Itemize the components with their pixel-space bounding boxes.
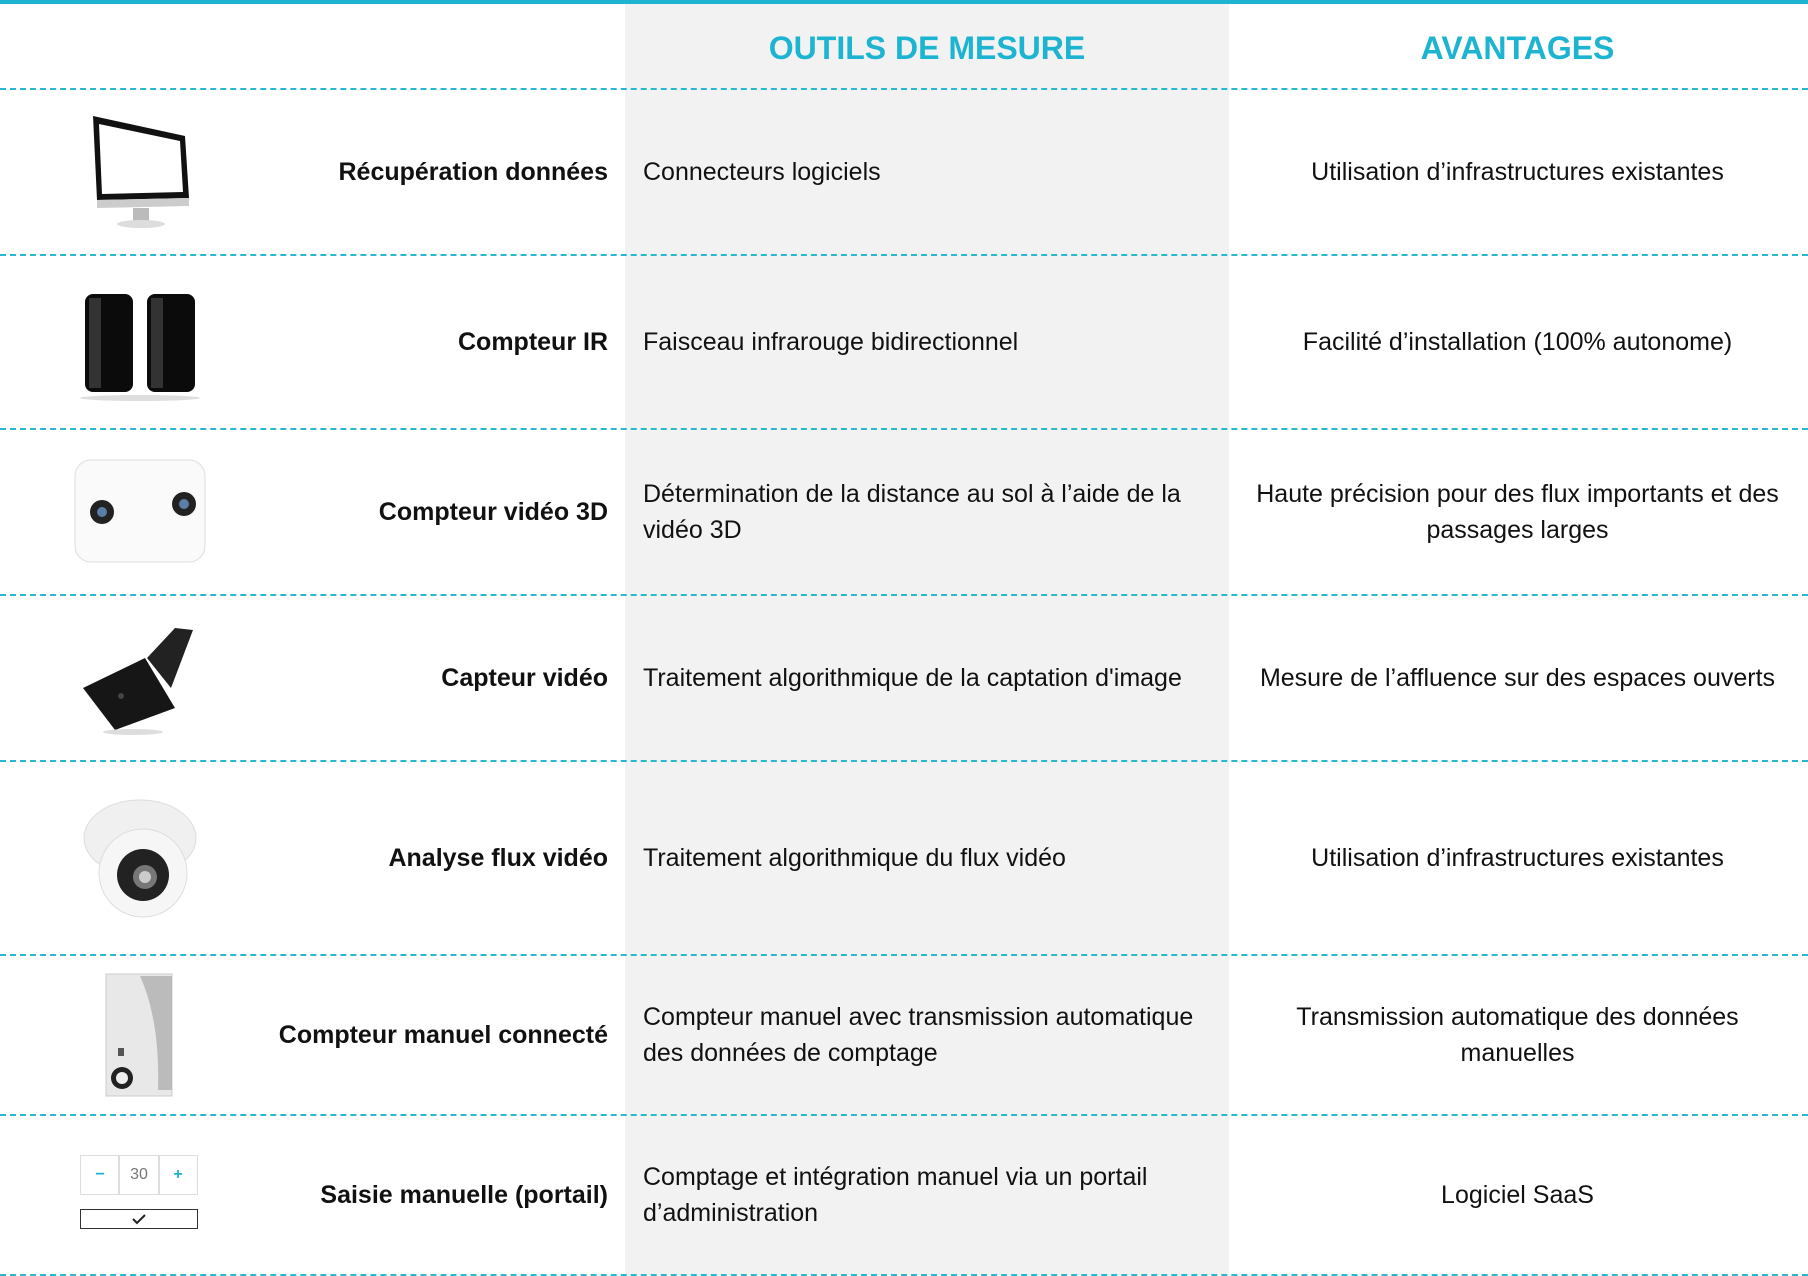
row-advantage: Logiciel SaaS [1441,1181,1594,1209]
device-icon [70,596,210,760]
row-advantage: Haute précision pour des flux importants… [1256,480,1779,544]
row-divider [0,88,1808,90]
row-divider [0,954,1808,956]
row-divider [0,1114,1808,1116]
row-divider [0,428,1808,430]
header-advantages: AVANTAGES [1420,30,1615,66]
decrement-button[interactable]: − [80,1155,120,1195]
row-tool: Compteur manuel avec transmission automa… [643,1003,1194,1067]
row-tool: Comptage et intégration manuel via un po… [643,1163,1148,1227]
confirm-button[interactable] [80,1209,198,1229]
row-tool: Traitement algorithmique du flux vidéo [643,844,1066,872]
row-advantage: Mesure de l’affluence sur des espaces ou… [1259,664,1776,692]
device-icon [70,256,210,428]
row-label: Récupération données [338,158,609,186]
device-icon [70,430,210,594]
device-icon: −30 + [70,1116,210,1274]
row-tool: Détermination de la distance au sol à l’… [643,480,1181,544]
row-label: Saisie manuelle (portail) [320,1181,608,1209]
device-icon [70,956,210,1114]
row-divider [0,254,1808,256]
row-label: Compteur manuel connecté [278,1021,608,1049]
increment-button[interactable]: + [158,1155,198,1195]
row-divider [0,594,1808,596]
top-rule [0,0,1808,4]
row-divider [0,760,1808,762]
device-icon [70,762,210,954]
row-advantage: Facilité d’installation (100% autonome) [1302,328,1733,356]
row-label: Analyse flux vidéo [388,844,608,872]
row-tool: Faisceau infrarouge bidirectionnel [643,328,1019,356]
row-advantage: Transmission automatique des données man… [1296,1003,1739,1067]
row-advantage: Utilisation d’infrastructures existantes [1311,844,1724,872]
row-advantage: Utilisation d’infrastructures existantes [1311,158,1724,186]
counter-widget: −30 + [80,1155,200,1235]
row-tool: Traitement algorithmique de la captation… [643,664,1182,692]
header-tools: OUTILS DE MESURE [768,30,1086,66]
row-tool: Connecteurs logiciels [643,158,881,186]
counter-value[interactable]: 30 [118,1155,160,1195]
row-label: Capteur vidéo [441,664,608,692]
row-label: Compteur vidéo 3D [378,498,608,526]
device-icon [70,90,210,254]
tools-column-bg [625,4,1229,1275]
row-label: Compteur IR [458,328,608,356]
